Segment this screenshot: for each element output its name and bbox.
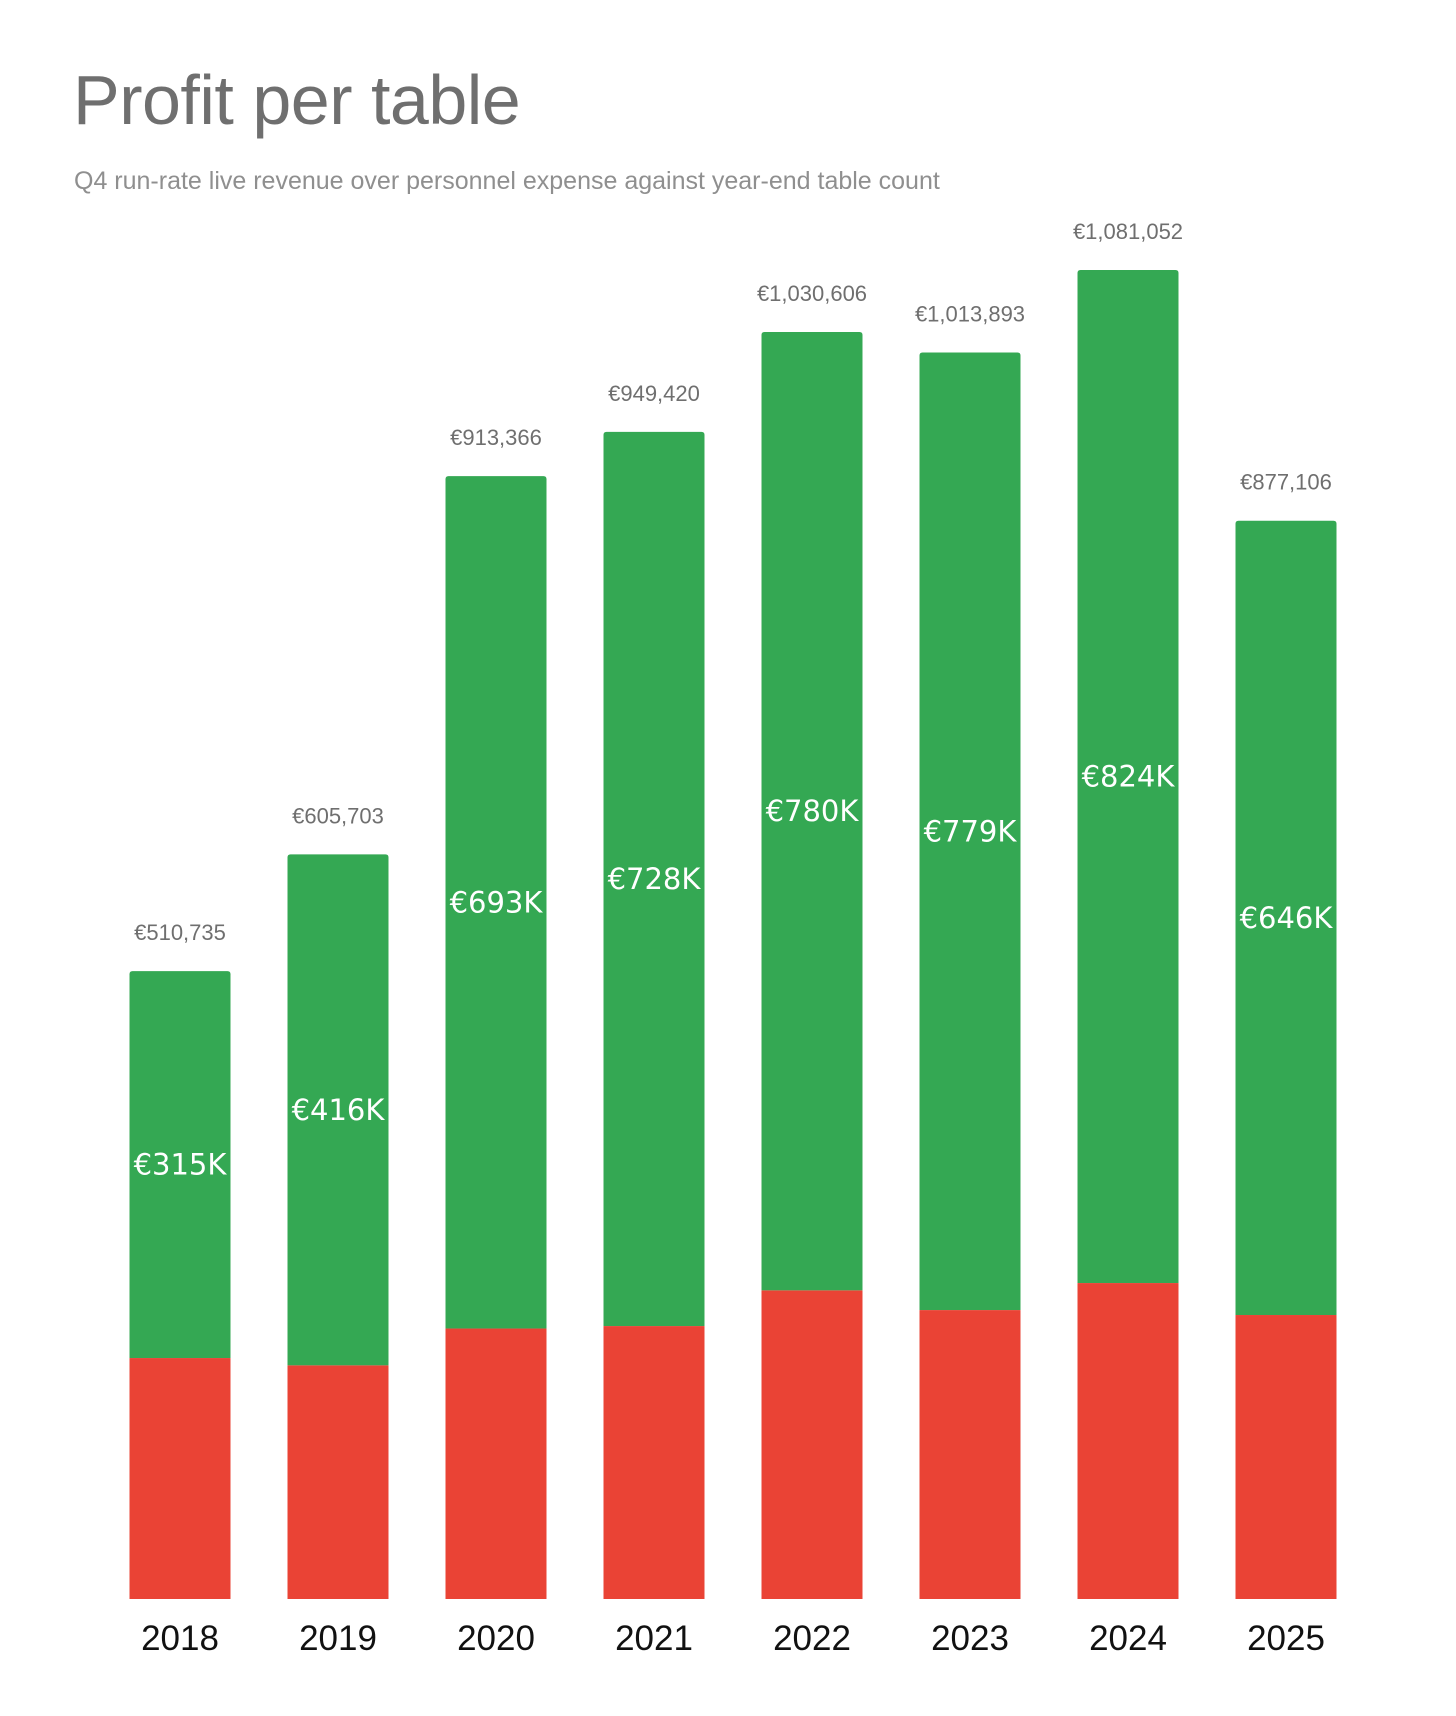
chart-title: Profit per table: [73, 61, 521, 139]
bar-profit-2019: [287, 854, 389, 1366]
total-label-2025: €877,106: [1240, 470, 1332, 495]
x-tick-label-2018: 2018: [141, 1619, 219, 1658]
bar-expense-2021: [603, 1326, 705, 1599]
chart-subtitle: Q4 run-rate live revenue over personnel …: [74, 167, 940, 195]
profit-label-2018: €315K: [134, 1148, 228, 1182]
bar-expense-2024: [1077, 1283, 1179, 1599]
total-label-2020: €913,366: [450, 425, 542, 450]
profit-label-2024: €824K: [1082, 760, 1176, 794]
bar-profit-2018: [129, 971, 231, 1359]
bar-profit-2024: [1077, 270, 1179, 1284]
profit-label-2019: €416K: [292, 1093, 386, 1127]
bar-expense-2018: [129, 1358, 231, 1599]
profit-label-2021: €728K: [608, 862, 702, 896]
total-label-2023: €1,013,893: [915, 302, 1025, 327]
x-tick-label-2019: 2019: [299, 1619, 377, 1658]
total-label-2024: €1,081,052: [1073, 219, 1183, 244]
total-label-2022: €1,030,606: [757, 281, 867, 306]
bar-profit-2022: [761, 332, 863, 1291]
bar-expense-2025: [1235, 1315, 1337, 1599]
bar-profit-2025: [1235, 520, 1337, 1316]
profit-label-2023: €779K: [924, 814, 1018, 848]
x-tick-label-2021: 2021: [615, 1619, 693, 1658]
total-label-2019: €605,703: [292, 803, 384, 828]
total-label-2018: €510,735: [134, 920, 226, 945]
profit-label-2025: €646K: [1240, 901, 1334, 935]
x-tick-label-2024: 2024: [1089, 1619, 1167, 1658]
bar-expense-2023: [919, 1310, 1021, 1599]
bar-profit-2021: [603, 431, 705, 1327]
bar-expense-2020: [445, 1328, 547, 1599]
profit-label-2020: €693K: [450, 885, 544, 919]
x-tick-label-2020: 2020: [457, 1619, 535, 1658]
bar-profit-2023: [919, 352, 1021, 1311]
x-tick-label-2025: 2025: [1247, 1619, 1325, 1658]
total-label-2021: €949,420: [608, 381, 700, 406]
x-tick-label-2023: 2023: [931, 1619, 1009, 1658]
profit-label-2022: €780K: [766, 794, 860, 828]
x-tick-label-2022: 2022: [773, 1619, 851, 1658]
bar-expense-2022: [761, 1290, 863, 1599]
bar-profit-2020: [445, 476, 547, 1329]
bar-expense-2019: [287, 1365, 389, 1599]
